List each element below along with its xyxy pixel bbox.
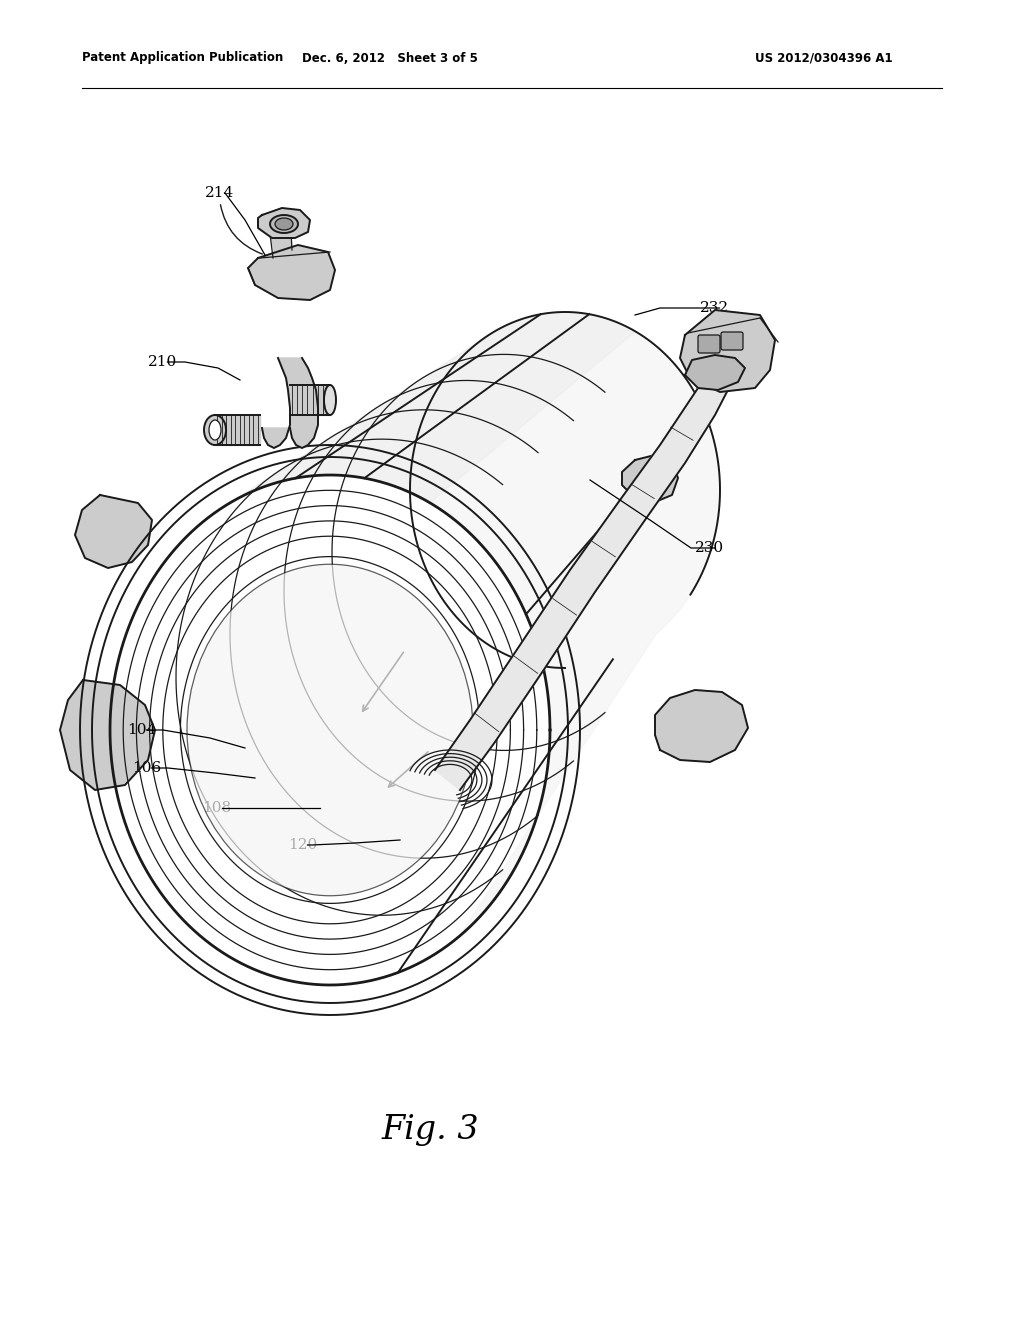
Polygon shape	[230, 312, 635, 503]
Text: 214: 214	[205, 186, 234, 201]
Polygon shape	[685, 355, 745, 389]
Polygon shape	[680, 310, 775, 392]
Text: Fig. 3: Fig. 3	[381, 1114, 479, 1146]
Polygon shape	[655, 690, 748, 762]
Polygon shape	[290, 385, 330, 414]
Text: Dec. 6, 2012   Sheet 3 of 5: Dec. 6, 2012 Sheet 3 of 5	[302, 51, 478, 65]
Ellipse shape	[187, 564, 473, 896]
Polygon shape	[435, 370, 732, 789]
Text: 108: 108	[202, 801, 231, 814]
Text: 106: 106	[132, 762, 161, 775]
Text: 104: 104	[127, 723, 157, 737]
Polygon shape	[268, 215, 292, 257]
Text: 230: 230	[695, 541, 724, 554]
FancyBboxPatch shape	[721, 333, 743, 350]
Polygon shape	[262, 358, 318, 447]
Ellipse shape	[209, 420, 221, 440]
FancyBboxPatch shape	[698, 335, 720, 352]
Text: US 2012/0304396 A1: US 2012/0304396 A1	[755, 51, 893, 65]
Ellipse shape	[324, 385, 336, 414]
Polygon shape	[430, 331, 720, 936]
Text: 210: 210	[148, 355, 177, 370]
Polygon shape	[75, 495, 152, 568]
Polygon shape	[622, 455, 678, 502]
Ellipse shape	[270, 215, 298, 234]
Ellipse shape	[204, 414, 226, 445]
Text: Patent Application Publication: Patent Application Publication	[82, 51, 284, 65]
Text: 232: 232	[700, 301, 729, 315]
Polygon shape	[215, 414, 260, 445]
Polygon shape	[248, 246, 335, 300]
Ellipse shape	[275, 218, 293, 230]
Polygon shape	[60, 680, 155, 789]
Text: 120: 120	[288, 838, 317, 851]
Polygon shape	[258, 209, 310, 238]
